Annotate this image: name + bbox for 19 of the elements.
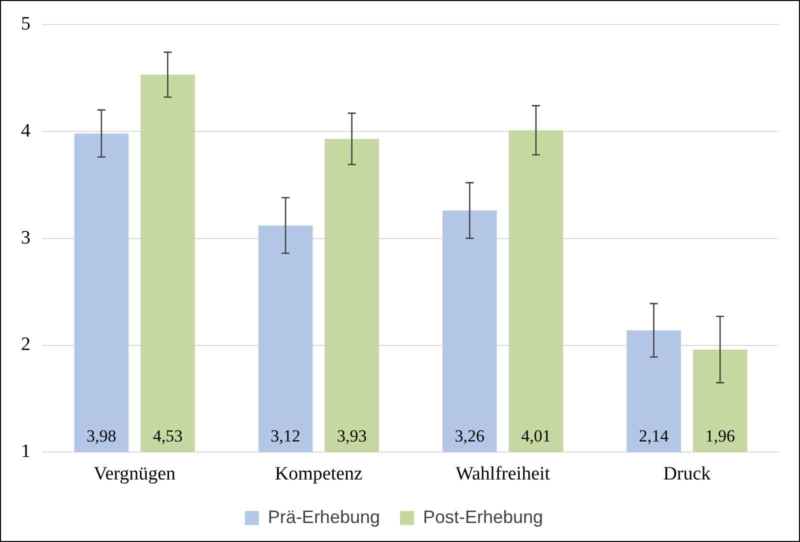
data-label: 3,93 [336,426,367,446]
data-label: 1,96 [705,426,735,446]
data-label: 3,98 [86,426,116,446]
y-tick-label: 2 [21,334,30,356]
data-label: 3,12 [270,426,300,446]
data-label: 4,53 [152,426,183,446]
y-tick-label: 4 [21,120,31,142]
data-label: 4,01 [521,426,551,446]
x-tick-label: Vergnügen [94,464,176,485]
x-tick-label: Druck [663,464,712,485]
x-tick-label: Kompetenz [274,464,362,485]
x-tick-label: Wahlfreiheit [456,464,551,485]
y-tick-label: 3 [21,227,30,248]
legend-label: Prä-Erhebung [268,506,380,527]
y-tick-label: 5 [21,13,30,34]
data-label: 2,14 [638,426,670,446]
legend-label: Post-Erhebung [422,506,544,527]
y-tick-label: 1 [21,441,30,462]
data-label: 3,26 [454,426,485,446]
